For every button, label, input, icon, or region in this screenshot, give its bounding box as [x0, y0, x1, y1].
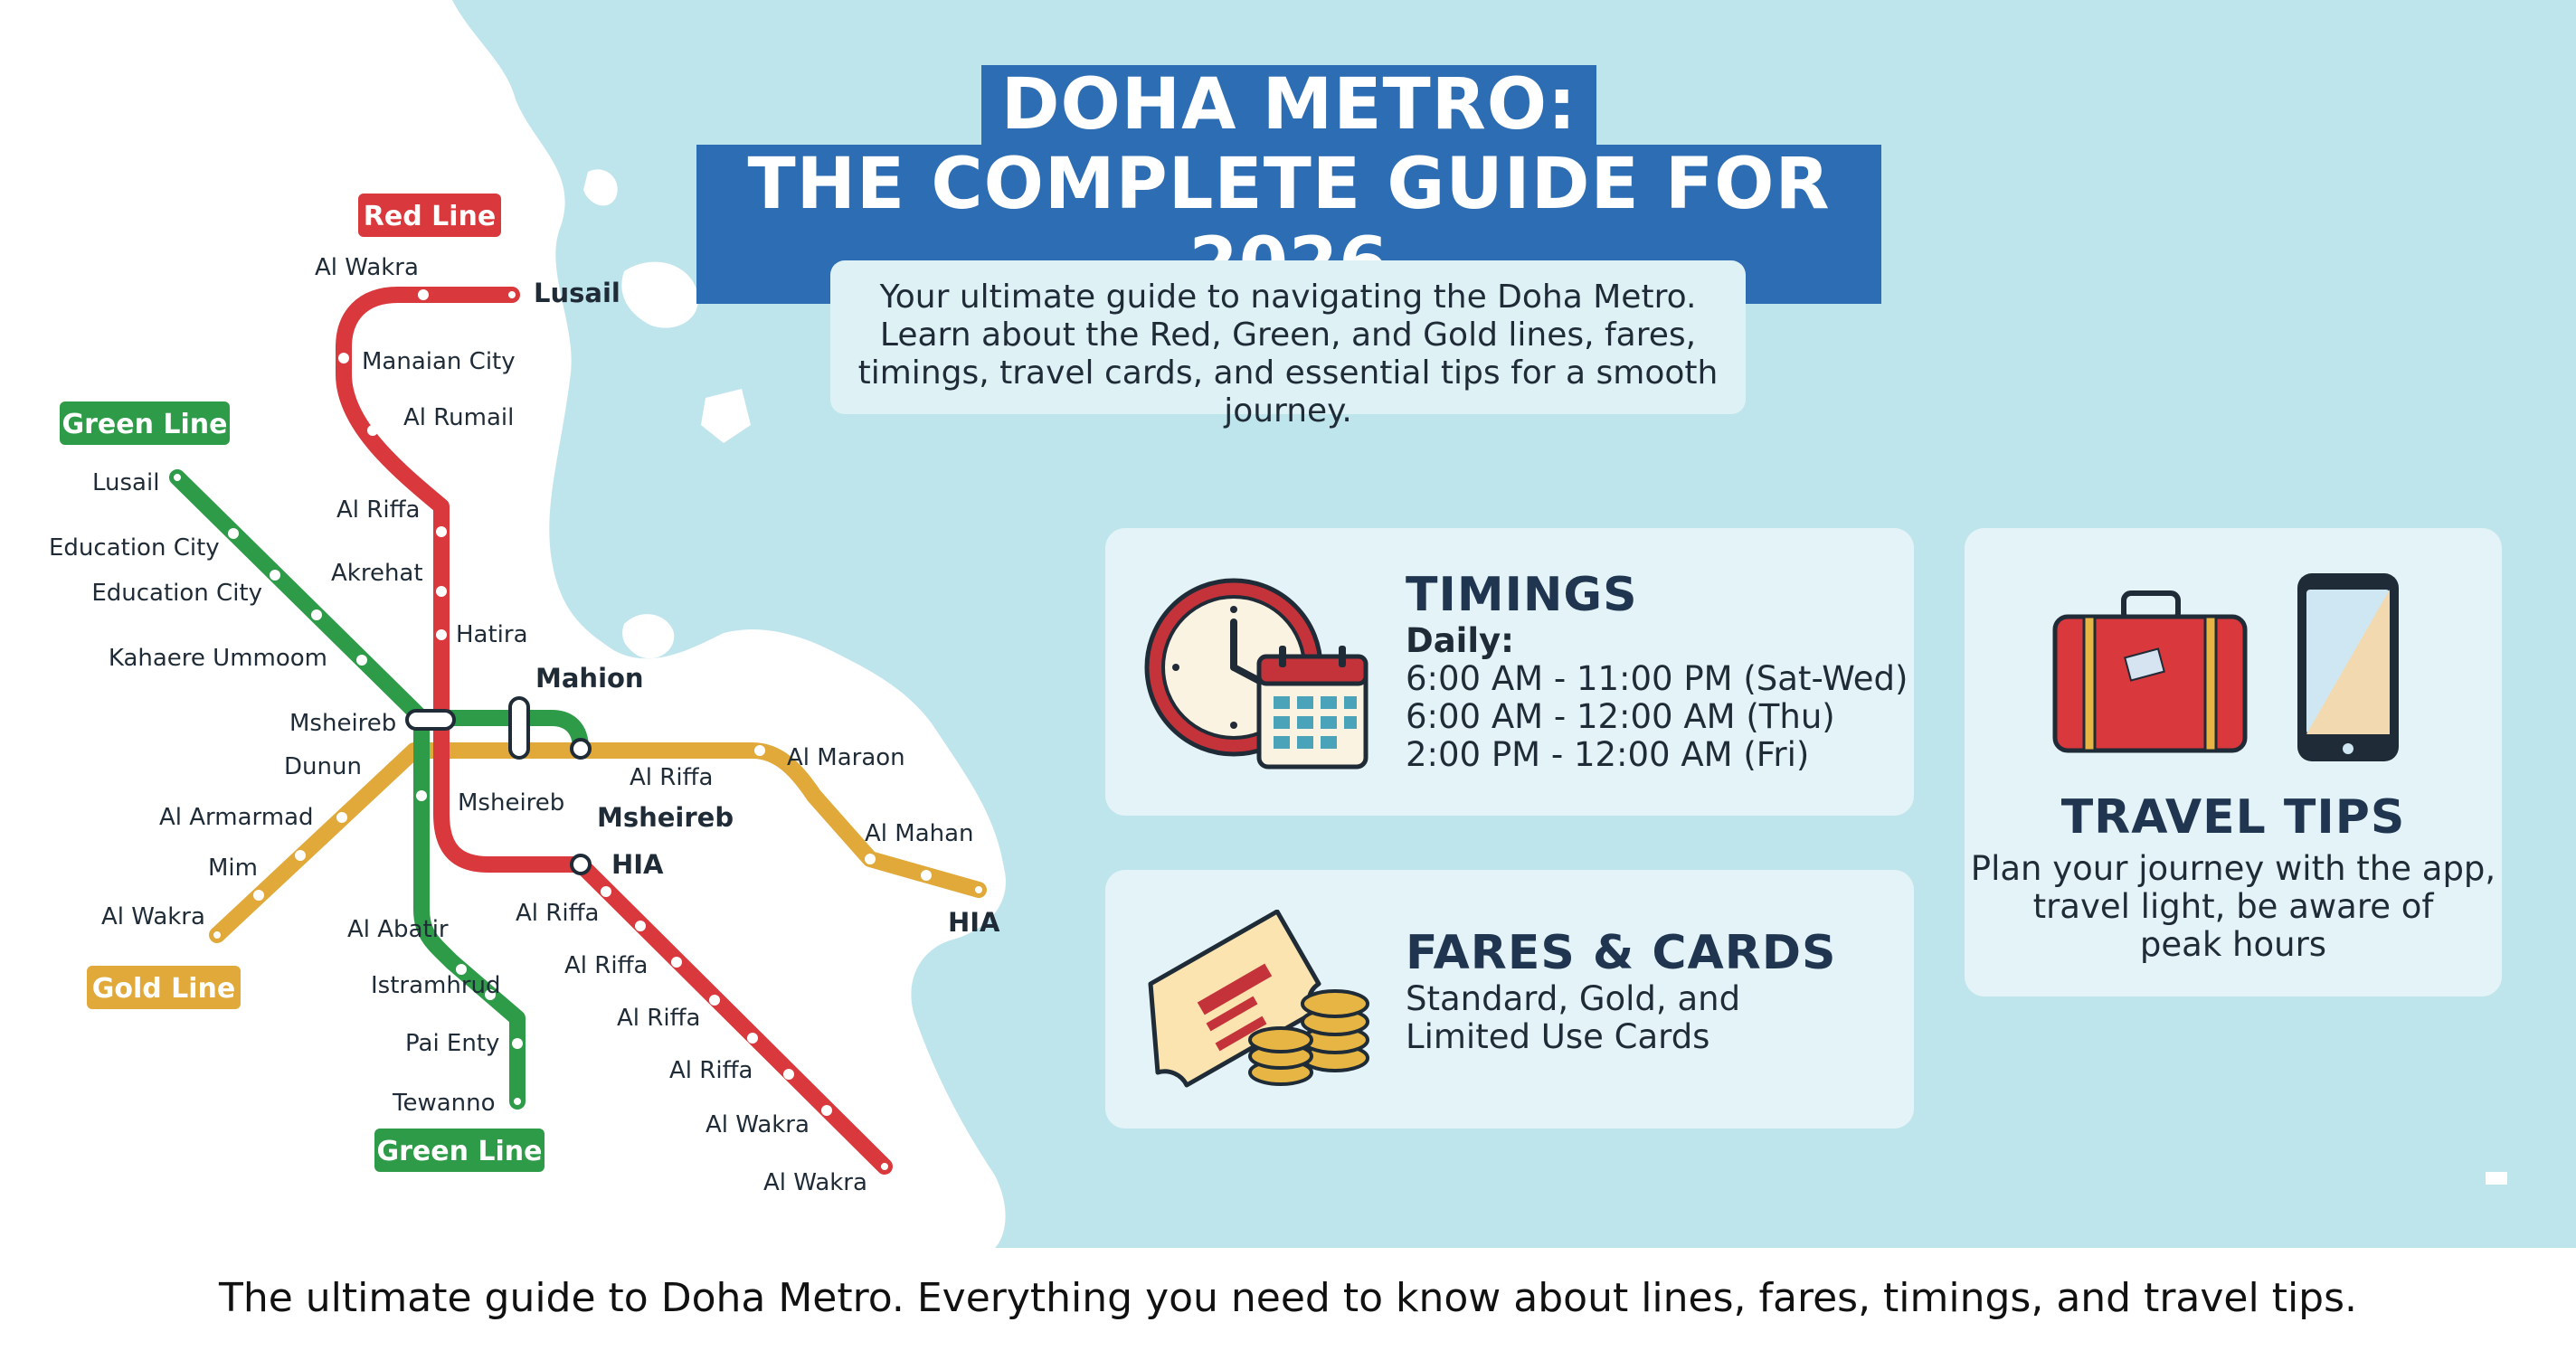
fares-title: FARES & CARDS — [1406, 926, 1837, 980]
title-line-1: DOHA METRO: — [980, 65, 1597, 145]
station-label: Istramhrud — [371, 972, 501, 999]
title-block: DOHA METRO: THE COMPLETE GUIDE FOR 2026 — [696, 65, 1881, 304]
footer-caption: The ultimate guide to Doha Metro. Everyt… — [218, 1275, 2358, 1321]
green-line-label-bg — [60, 401, 230, 445]
tips-line: travel light, be aware of — [2032, 887, 2434, 926]
fares-illustration — [1148, 910, 1369, 1088]
station-label: Al Armarmad — [159, 804, 314, 831]
gold-line-stops — [253, 745, 932, 901]
tips-title: TRAVEL TIPS — [2060, 790, 2406, 845]
tips-content: TRAVEL TIPS Plan your journey with the a… — [1965, 790, 2502, 964]
station-label: Al Abatir — [347, 916, 449, 943]
timings-daily-label: Daily: — [1406, 621, 1514, 660]
station-label: Al Mahan — [865, 820, 974, 847]
station-labels: Al Wakra Lusail Manaian City Al Rumail L… — [49, 254, 1000, 1196]
gold-line-label-bg — [87, 966, 241, 1009]
station-label: Al Rumail — [403, 404, 514, 431]
station-label: Akrehat — [331, 560, 423, 587]
station-label: Tewanno — [392, 1090, 496, 1117]
station-label: Pai Enty — [405, 1030, 499, 1057]
timings-row: 6:00 AM - 12:00 AM (Thu) — [1406, 697, 1835, 736]
station-label: HIA — [948, 907, 1000, 938]
station-label: Al Riffa — [669, 1057, 753, 1084]
station-label: Msheireb — [597, 802, 734, 833]
station-label: Al Maraon — [787, 744, 905, 771]
metro-map: Red Line Green Line Gold Line Green Line… — [49, 194, 1000, 1196]
station-label: Al Riffa — [336, 496, 420, 524]
gold-line-label: Gold Line — [92, 973, 236, 1005]
station-label: Mahion — [535, 663, 644, 694]
station-label: Manaian City — [362, 348, 516, 375]
land — [0, 0, 1006, 1248]
timings-title: TIMINGS — [1406, 568, 1638, 622]
travel-tips-card: TRAVEL TIPS Plan your journey with the a… — [1965, 528, 2502, 996]
suitcase-icon — [2052, 590, 2248, 753]
station-label: Hatira — [456, 621, 528, 648]
red-line-label: Red Line — [364, 201, 496, 232]
green-line-label-bottom-bg — [374, 1129, 545, 1172]
line-labels: Red Line Green Line Gold Line Green Line — [60, 194, 545, 1172]
station-label: Al Wakra — [101, 903, 205, 930]
fares-line: Standard, Gold, and — [1406, 979, 1741, 1018]
timings-row: 6:00 AM - 11:00 PM (Sat-Wed) — [1406, 659, 1908, 698]
island-north-2 — [701, 389, 751, 443]
gold-line-route — [209, 742, 987, 943]
green-line-label: Green Line — [62, 409, 227, 440]
station-label: Lusail — [92, 469, 159, 496]
pearl-island — [622, 614, 675, 659]
green-line-route — [169, 469, 526, 1110]
station-label: Al Riffa — [564, 952, 648, 979]
island-small — [583, 169, 618, 206]
timings-card: TIMINGS Daily: 6:00 AM - 11:00 PM (Sat-W… — [1105, 528, 1914, 816]
station-label: Dunun — [284, 753, 362, 780]
timings-content: TIMINGS Daily: 6:00 AM - 11:00 PM (Sat-W… — [1406, 568, 1908, 774]
fares-card: FARES & CARDS Standard, Gold, and Limite… — [1105, 870, 1914, 1129]
station-label: Education City — [49, 534, 220, 562]
tips-line: peak hours — [2139, 925, 2327, 964]
station-label: Kahaere Ummoom — [109, 645, 327, 672]
station-label: Al Riffa — [617, 1005, 700, 1032]
station-label: Mim — [208, 855, 258, 882]
station-label: Al Riffa — [516, 900, 599, 927]
timings-row: 2:00 PM - 12:00 AM (Fri) — [1406, 735, 1810, 774]
red-line-route — [336, 287, 893, 1175]
smartphone-icon — [2297, 573, 2399, 761]
tips-line: Plan your journey with the app, — [1970, 849, 2496, 888]
red-line-stops — [338, 289, 832, 1116]
interchange-markers — [170, 288, 986, 1174]
station-label: Msheireb — [458, 789, 564, 817]
station-label: HIA — [611, 849, 664, 880]
station-label: Al Wakra — [315, 254, 419, 281]
coins-icon — [1248, 989, 1369, 1086]
intro-text: Your ultimate guide to navigating the Do… — [830, 260, 1746, 430]
green-line-label-bottom: Green Line — [376, 1136, 542, 1167]
station-label: Msheireb — [289, 710, 396, 737]
fares-content: FARES & CARDS Standard, Gold, and Limite… — [1406, 926, 1836, 1056]
green-line-stops — [228, 528, 523, 1049]
island-north — [621, 261, 698, 328]
station-label: Al Riffa — [630, 764, 713, 791]
station-label: Education City — [91, 580, 262, 607]
fares-line: Limited Use Cards — [1406, 1017, 1710, 1056]
station-label: Lusail — [534, 278, 620, 308]
red-line-label-bg — [358, 194, 501, 237]
station-label: Al Wakra — [706, 1111, 810, 1138]
station-label: Al Wakra — [763, 1169, 867, 1196]
timings-illustration — [1144, 578, 1368, 770]
tips-illustration — [2052, 573, 2399, 761]
calendar-icon — [1256, 646, 1368, 770]
island-bottom-right — [2486, 1172, 2507, 1185]
